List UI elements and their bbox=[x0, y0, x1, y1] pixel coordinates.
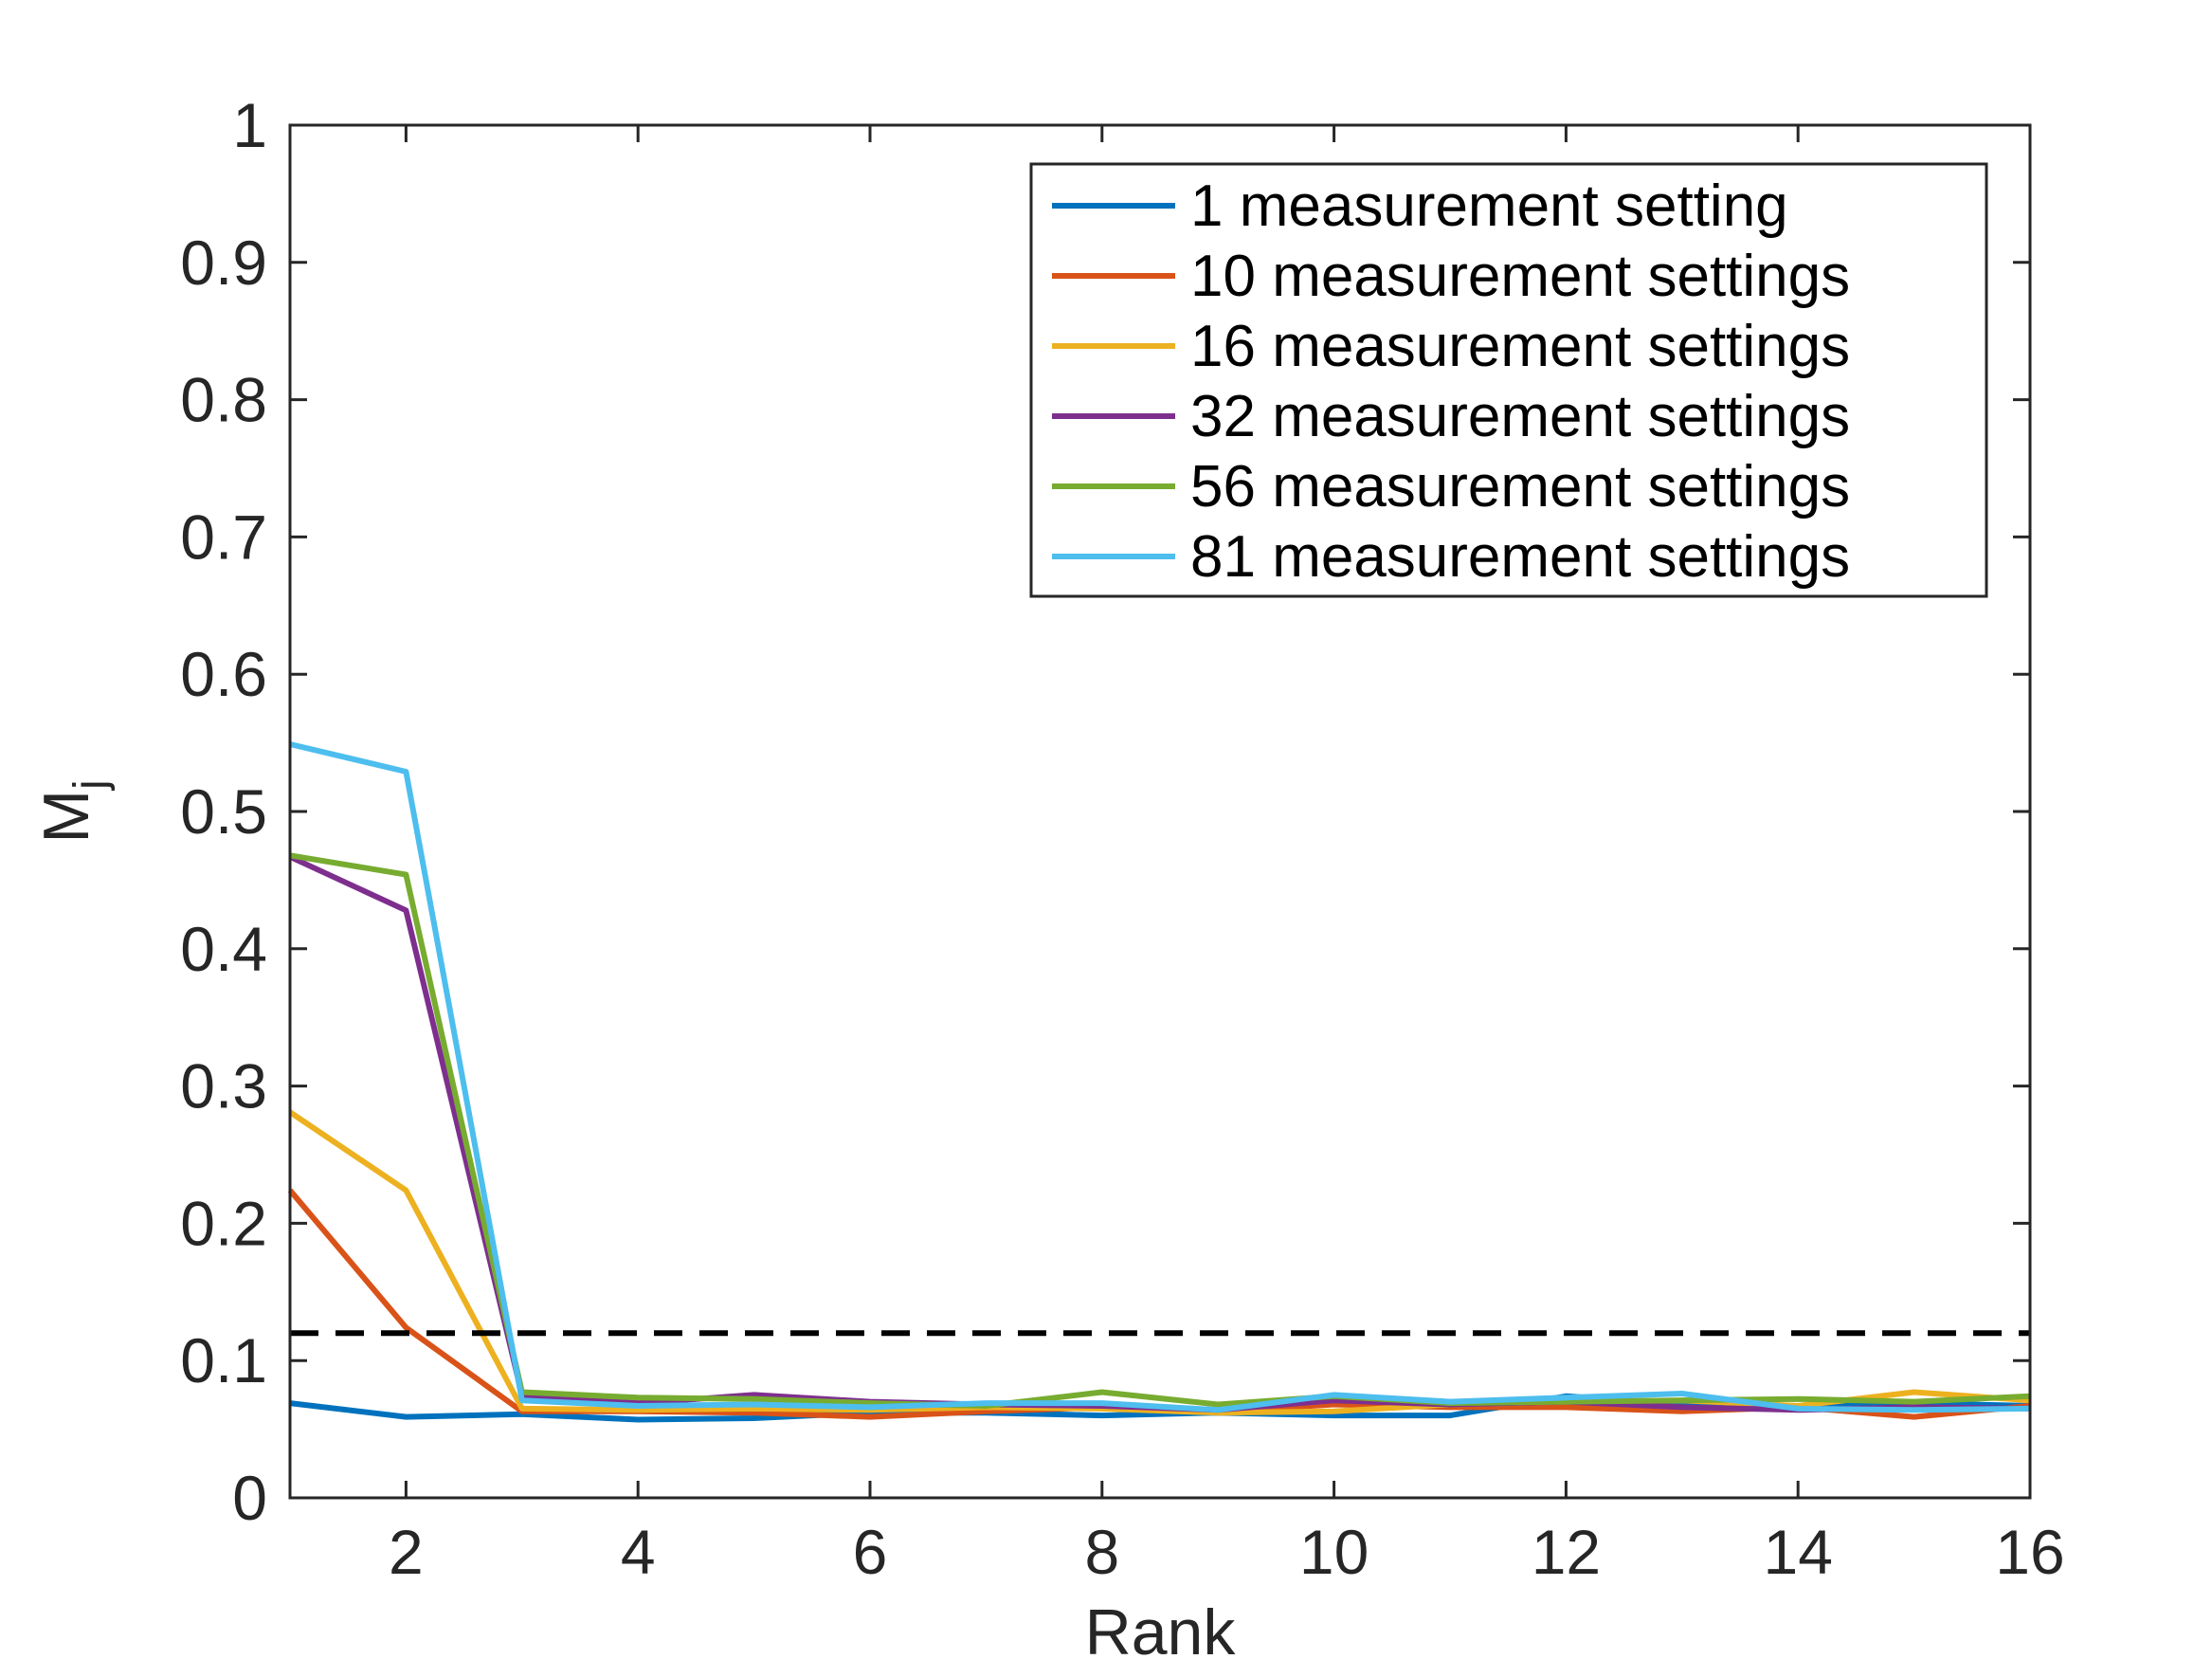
series-line bbox=[288, 854, 2031, 1413]
legend-label: 56 measurement settings bbox=[1190, 454, 1850, 520]
x-tick-label: 8 bbox=[1084, 1517, 1119, 1587]
x-axis-label: Rank bbox=[1085, 1596, 1237, 1659]
ticks-layer: 2 4 6 8 10 12 14 16 0 0.1 0.2 0.3 0.4 0.5 0.6 0.7 0.8 0.9… bbox=[180, 90, 2064, 1587]
legend-label: 16 measurement settings bbox=[1190, 314, 1850, 379]
x-tick-label: 4 bbox=[621, 1517, 656, 1587]
y-tick-label: 0.7 bbox=[180, 501, 267, 572]
legend-label: 10 measurement settings bbox=[1190, 244, 1850, 309]
legend-label: 81 measurement settings bbox=[1190, 524, 1850, 590]
legend-label: 1 measurement setting bbox=[1190, 173, 1788, 239]
series-layer bbox=[287, 741, 2031, 1423]
y-tick-label: 0.9 bbox=[180, 228, 267, 298]
y-tick-label: 0.3 bbox=[180, 1051, 267, 1121]
x-tick-label: 16 bbox=[1995, 1517, 2064, 1587]
y-tick-label: 0 bbox=[232, 1463, 267, 1533]
y-axis-label: Mj bbox=[30, 779, 116, 843]
x-tick-label: 12 bbox=[1532, 1517, 1601, 1587]
x-tick-label: 10 bbox=[1299, 1517, 1369, 1587]
y-axis-label-main: M bbox=[30, 790, 102, 844]
y-tick-label: 0.2 bbox=[180, 1188, 267, 1258]
legend-label: 32 measurement settings bbox=[1190, 384, 1850, 449]
y-tick-label: 1 bbox=[232, 90, 267, 160]
y-tick-label: 0.8 bbox=[180, 365, 267, 435]
y-tick-label: 0.4 bbox=[180, 914, 267, 984]
series-line bbox=[287, 1188, 2031, 1420]
x-tick-label: 6 bbox=[853, 1517, 888, 1587]
y-axis-label-subscript: j bbox=[65, 779, 116, 792]
x-tick-label: 2 bbox=[389, 1517, 424, 1587]
x-tick-label: 14 bbox=[1763, 1517, 1832, 1587]
y-tick-label: 0.1 bbox=[180, 1325, 267, 1395]
y-tick-label: 0.5 bbox=[180, 776, 267, 847]
y-tick-label: 0.6 bbox=[180, 639, 267, 709]
plot-frame bbox=[288, 123, 2032, 1500]
series-line bbox=[289, 852, 2031, 1409]
series-line bbox=[289, 741, 2031, 1413]
series-line bbox=[288, 1109, 2031, 1416]
legend-box bbox=[1029, 162, 1988, 598]
